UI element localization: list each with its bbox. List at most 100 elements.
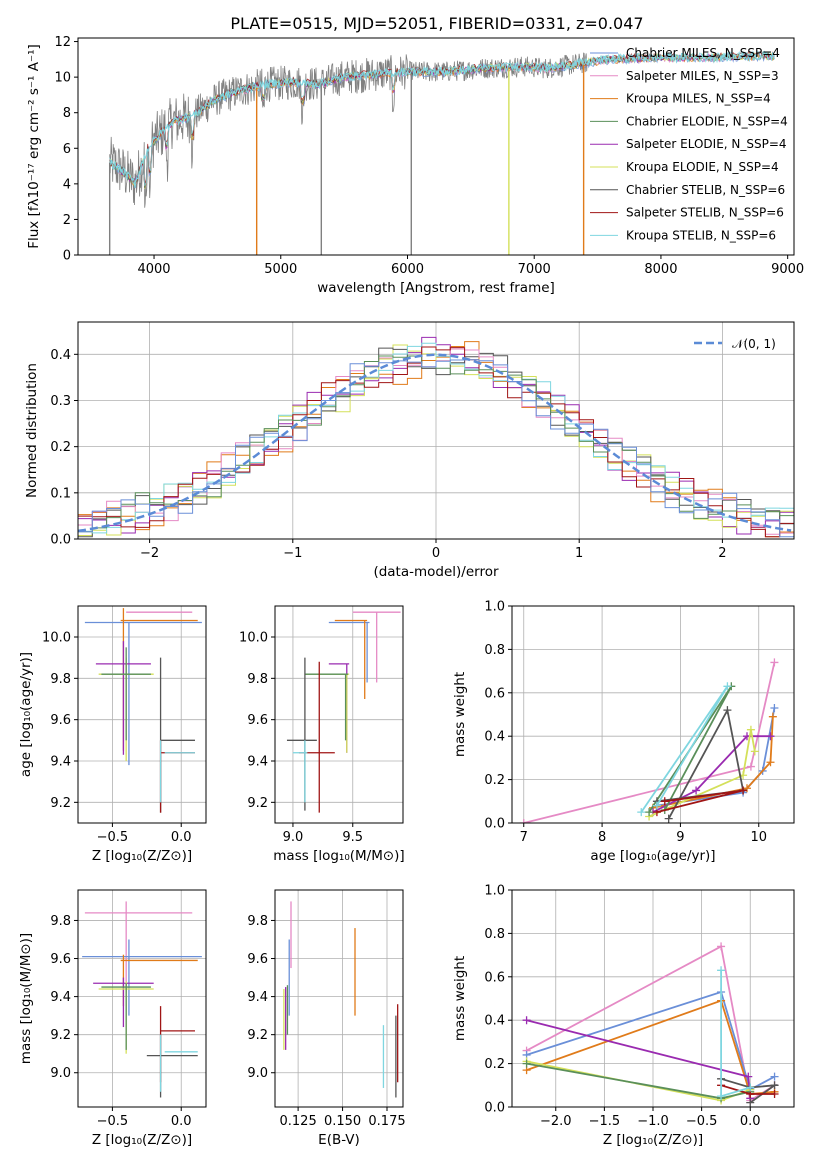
x-tick-label: 0.150: [324, 1114, 361, 1129]
y-tick-label: 0.8: [484, 927, 505, 942]
data-point: [101, 647, 151, 741]
x-tick-label: 0.175: [368, 1114, 405, 1129]
weight-marker: [637, 808, 646, 817]
panel-age-vs-Z: −0.5 0.0 9.2 9.4 9.6 9.8 10.0 Z [log₁₀(Z/Z⊙)] ag…: [18, 605, 207, 864]
histogram-series: [78, 359, 794, 538]
histogram-series: [78, 346, 794, 538]
data-point: [120, 954, 198, 1007]
y-tick-label: 9.0: [247, 1066, 268, 1081]
plot-area: [286, 611, 401, 813]
x-tick-label: 9000: [771, 262, 804, 277]
panel-residuals: −2 −1 0 1 2 0.0 0.1 0.2 0.3 0.4 (data-model)/error…: [24, 321, 795, 580]
axes-frame: [274, 605, 404, 824]
data-point: [352, 611, 401, 683]
panel-mass-vs-EBV: 0.125 0.150 0.175 9.0 9.2 9.4 9.6 9.8 E(B-V): [247, 889, 406, 1148]
x-tick-label: 0: [432, 546, 440, 561]
weight-marker: [770, 1072, 779, 1081]
x-tick-label: 8000: [644, 262, 677, 277]
data-point: [334, 619, 368, 699]
y-axis-label: age [log₁₀(age/yr)]: [18, 652, 34, 777]
legend-entry: Chabrier ELODIE, N_SSP=4: [626, 114, 788, 128]
legend-entry: Chabrier MILES, N_SSP=4: [626, 46, 780, 60]
data-point: [292, 740, 308, 803]
weight-marker: [770, 658, 779, 667]
y-tick-label: 0.2: [484, 773, 505, 788]
y-tick-label: 9.2: [247, 1028, 268, 1043]
y-tick-label: 6: [63, 142, 71, 157]
y-tick-label: 10.0: [42, 631, 71, 646]
best-model-spectrum: [109, 50, 776, 188]
weight-series: [652, 716, 774, 809]
weight-marker: [717, 1092, 726, 1101]
y-tick-label: 9.0: [50, 1066, 71, 1081]
y-tick-label: 0.4: [50, 348, 71, 363]
y-axis-label: Flux [fλ10⁻¹⁷ erg cm⁻² s⁻¹ A⁻¹]: [26, 44, 42, 249]
y-tick-label: 9.8: [50, 672, 71, 687]
x-tick-label: 7000: [518, 262, 551, 277]
plot-area: [84, 608, 202, 813]
axes-frame: [77, 37, 795, 256]
weight-marker: [768, 712, 777, 721]
data-point: [159, 1034, 198, 1092]
x-axis-label: Z [log₁₀(Z/Z⊙)]: [92, 848, 192, 864]
data-point: [286, 657, 317, 811]
data-point: [84, 901, 193, 993]
legend-entry: Kroupa STELIB, N_SSP=6: [626, 228, 776, 242]
x-tick-label: 9: [676, 830, 684, 845]
x-axis-label: E(B-V): [318, 1132, 360, 1148]
y-tick-label: 0.0: [484, 1101, 505, 1116]
histogram-series: [78, 355, 794, 533]
legend-entry: Salpeter ELODIE, N_SSP=4: [626, 137, 787, 151]
x-axis-label: Z [log₁₀(Z/Z⊙)]: [603, 1132, 703, 1148]
weight-marker: [746, 1098, 755, 1107]
axes-frame: [274, 889, 404, 1108]
weight-marker: [746, 1083, 755, 1092]
x-tick-label: 8: [598, 830, 606, 845]
weight-marker: [744, 1072, 753, 1081]
panel-weight-vs-age: 7 8 9 10 0.0 0.2 0.4 0.6 0.8 1.0 age [log₁₀(age/yr…: [452, 600, 795, 864]
plot-area: [78, 336, 794, 538]
y-tick-label: 2: [63, 213, 71, 228]
axes-frame: [511, 889, 795, 1108]
x-tick-label: −1: [283, 546, 302, 561]
y-tick-label: 0.4: [484, 730, 505, 745]
x-tick-label: 0.0: [740, 1114, 761, 1129]
weight-marker: [770, 1089, 779, 1098]
x-tick-label: −1.0: [637, 1114, 669, 1129]
y-tick-label: 0.6: [484, 970, 505, 985]
plot-area: [283, 901, 399, 1098]
weight-marker: [770, 1081, 779, 1090]
data-point: [159, 740, 195, 813]
weight-series: [526, 990, 776, 1091]
x-axis-label: mass [log₁₀(M/M⊙)]: [273, 848, 404, 864]
axes-frame: [77, 605, 207, 824]
panel-spectrum: 4000 5000 6000 7000 8000 9000 0 2 4 6 8 10 12 wavelen…: [26, 35, 804, 296]
x-tick-label: −2.0: [540, 1114, 572, 1129]
data-point: [328, 621, 370, 683]
weight-marker: [723, 706, 732, 715]
axes-frame: [77, 889, 207, 1108]
legend-entry: Salpeter STELIB, N_SSP=6: [626, 206, 784, 220]
y-tick-label: 0.2: [50, 440, 71, 455]
y-tick-label: 8: [63, 106, 71, 121]
y-tick-label: 0: [63, 249, 71, 264]
y-tick-label: 0.1: [50, 486, 71, 501]
x-tick-label: 6000: [391, 262, 424, 277]
y-tick-label: 0.4: [484, 1014, 505, 1029]
y-tick-label: 4: [63, 177, 71, 192]
data-point: [159, 1006, 195, 1083]
x-tick-label: 5000: [264, 262, 297, 277]
weight-marker: [739, 786, 748, 795]
y-tick-label: 9.6: [50, 952, 71, 967]
weight-marker: [717, 942, 726, 951]
data-point: [304, 673, 348, 741]
y-tick-label: 9.2: [50, 796, 71, 811]
y-tick-label: 9.2: [247, 796, 268, 811]
weight-marker: [770, 703, 779, 712]
plot-area: [519, 658, 779, 823]
y-tick-label: 10: [54, 71, 71, 86]
normal-curve: [78, 353, 792, 533]
data-point: [101, 983, 151, 1050]
data-point: [95, 641, 151, 755]
x-tick-label: 1: [575, 546, 583, 561]
